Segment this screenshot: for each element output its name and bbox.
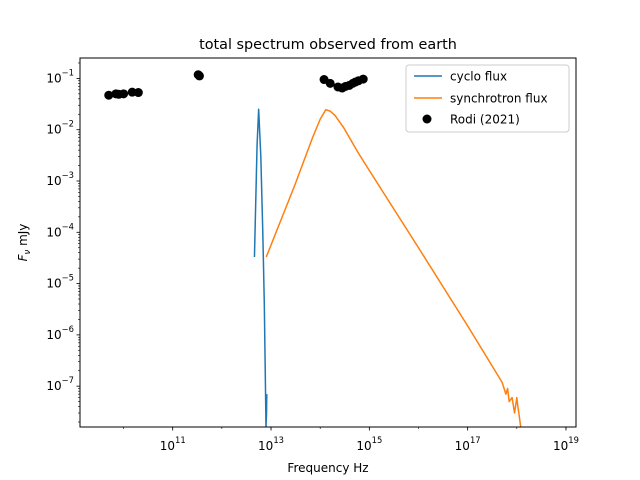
legend-swatch-rodi <box>422 114 432 124</box>
data-point-2-3 <box>119 89 129 99</box>
y-axis-label-unit: mJy <box>16 224 30 250</box>
data-point-2-9 <box>325 78 335 88</box>
legend-label-synchrotron: synchrotron flux <box>450 92 548 106</box>
series-layer <box>104 70 522 427</box>
y-axis-label-subscript: ν <box>23 250 33 255</box>
y-tick-label: 10−3 <box>46 170 74 188</box>
series-line-0 <box>253 108 268 427</box>
y-tick-label: 10−5 <box>46 273 74 291</box>
x-tick-label: 1017 <box>455 435 481 453</box>
x-tick-label: 1015 <box>356 435 382 453</box>
legend-label-rodi: Rodi (2021) <box>450 113 520 127</box>
x-tick-label: 1013 <box>258 435 284 453</box>
y-tick-label: 10−6 <box>46 324 74 342</box>
y-axis-label: Fν mJy <box>16 224 33 262</box>
series-line-1 <box>265 108 522 427</box>
y-tick-label: 10−2 <box>46 119 74 137</box>
y-axis-label-symbol: F <box>16 253 30 261</box>
data-point-2-17 <box>358 74 368 84</box>
data-point-2-0 <box>104 90 114 100</box>
x-axis-label: Frequency Hz <box>287 461 368 475</box>
chart-title: total spectrum observed from earth <box>199 37 457 53</box>
data-point-2-7 <box>194 71 204 81</box>
x-tick-label: 1019 <box>553 435 579 453</box>
y-tick-label: 10−1 <box>46 67 74 85</box>
legend-label-cyclo: cyclo flux <box>450 70 507 84</box>
y-axis: 10−7 10−6 10−5 10−4 10−3 10−2 10−1 <box>46 62 80 423</box>
y-tick-label: 10−4 <box>46 221 74 239</box>
y-tick-label: 10−7 <box>46 375 74 393</box>
data-point-2-5 <box>133 88 143 98</box>
legend: cyclo flux synchrotron flux Rodi (2021) <box>405 64 570 133</box>
x-axis: 1011 1013 1015 1017 1019 <box>123 427 579 453</box>
plot-frame <box>79 57 577 428</box>
x-tick-label: 1011 <box>160 435 186 453</box>
legend-box <box>405 64 570 133</box>
